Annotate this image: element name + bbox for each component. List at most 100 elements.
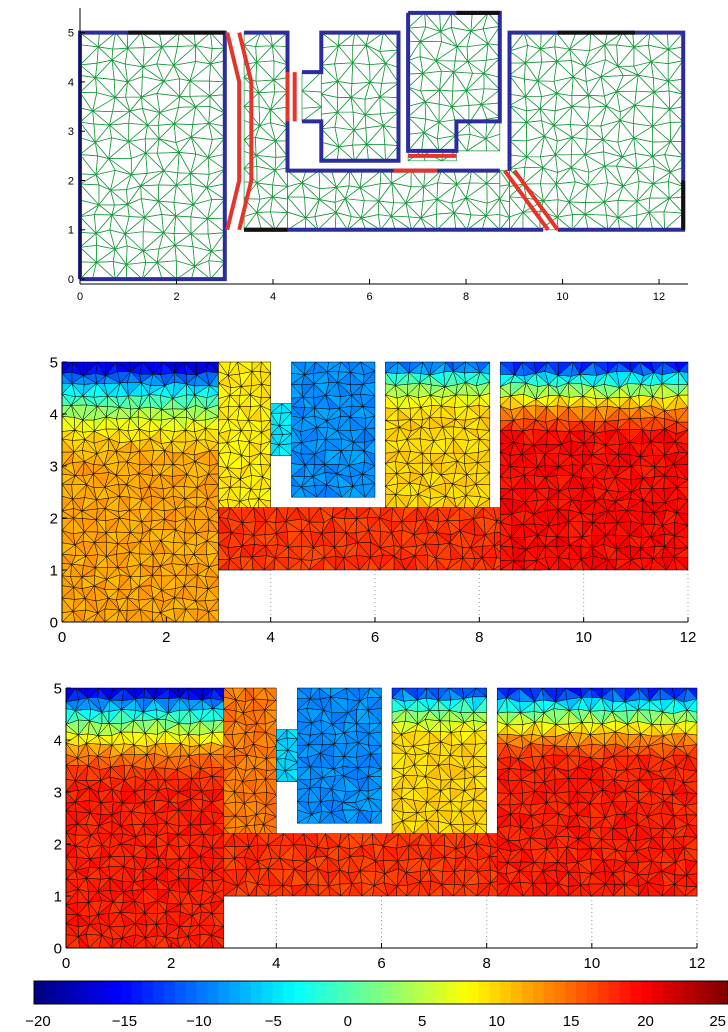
mesh-triangle [176, 172, 191, 186]
mesh-triangle [255, 61, 275, 82]
mesh-triangle [337, 81, 353, 98]
mesh-triangle [326, 361, 342, 372]
mesh-triangle [96, 245, 116, 263]
mesh-triangle [553, 106, 573, 126]
mesh-triangle [96, 261, 116, 280]
mesh-triangle [318, 199, 337, 213]
mesh-triangle [555, 167, 576, 185]
mesh-triangle [207, 217, 226, 233]
mesh-triangle [158, 32, 180, 48]
temperature-region [291, 361, 376, 498]
mesh-triangle [207, 232, 226, 252]
mesh-triangle [537, 61, 558, 82]
mesh-triangle [675, 361, 689, 372]
mesh-triangle [378, 182, 394, 204]
mesh-triangle [156, 93, 181, 113]
mesh-triangle [617, 137, 635, 158]
mesh-triangle [189, 61, 211, 82]
mesh-triangle [156, 260, 178, 280]
mesh-triangle [652, 77, 669, 93]
x-tick-label: 4 [266, 629, 274, 646]
mesh-triangle [79, 110, 95, 125]
mesh-triangle [256, 211, 276, 231]
mesh-triangle [588, 95, 607, 107]
mesh-triangle [369, 62, 386, 83]
mesh-triangle [482, 26, 501, 45]
mesh-triangle [633, 125, 654, 143]
mesh-triangle [352, 144, 368, 162]
y-tick-label: 3 [68, 126, 74, 138]
mesh-triangle [334, 187, 346, 203]
y-tick-label: 3 [50, 458, 58, 475]
y-tick-label: 0 [50, 614, 58, 631]
mesh-triangle [420, 213, 438, 231]
mesh-triangle [256, 166, 276, 184]
mesh-triangle [405, 186, 425, 204]
mesh-triangle [352, 44, 367, 64]
mesh-triangle [571, 95, 590, 108]
mesh-triangle [534, 361, 548, 374]
mesh-triangle [320, 141, 340, 162]
mesh-triangle [616, 90, 637, 106]
mesh-triangle [571, 213, 586, 231]
mesh-triangle [525, 61, 543, 82]
mesh-triangle [419, 41, 442, 62]
mesh-triangle [334, 45, 354, 65]
mesh-triangle [126, 32, 142, 49]
x-tick-label: 8 [475, 629, 483, 646]
mesh-triangle [377, 214, 392, 231]
mesh-triangle [553, 124, 573, 138]
mesh-triangle [570, 154, 586, 168]
mesh-triangle [616, 44, 635, 67]
mesh-triangle [95, 77, 116, 98]
mesh-triangle [301, 106, 322, 122]
x-tick-label: 12 [653, 291, 665, 303]
mesh-triangle [79, 261, 97, 280]
mesh-triangle [352, 111, 366, 131]
y-tick-label: 0 [68, 274, 74, 286]
mesh-triangle [485, 43, 501, 61]
mesh-triangle [173, 106, 196, 125]
mesh-triangle [227, 361, 238, 376]
mesh-triangle [79, 183, 100, 206]
mesh-triangle [616, 74, 639, 92]
mesh-triangle [465, 88, 485, 105]
mesh-triangle [584, 201, 605, 215]
mesh-triangle [161, 46, 178, 66]
mesh-triangle [423, 121, 440, 140]
mesh-triangle [365, 125, 384, 145]
mesh-triangle [526, 156, 544, 169]
mesh-triangle [668, 196, 684, 214]
mesh-triangle [465, 182, 488, 204]
mesh-triangle [111, 47, 128, 61]
mesh-triangle [270, 91, 288, 110]
mesh-triangle [423, 132, 440, 152]
mesh-triangle [379, 96, 399, 113]
mesh-triangle [157, 123, 175, 140]
mesh-triangle [499, 184, 510, 201]
mesh-triangle [318, 187, 337, 203]
mesh-triangle [587, 165, 605, 186]
mesh-triangle [335, 212, 352, 231]
mesh-triangle [163, 232, 176, 246]
mesh-triangle [579, 361, 594, 375]
mesh-triangle [79, 44, 99, 66]
mesh-triangle [569, 124, 588, 138]
mesh-triangle [667, 60, 684, 82]
mesh-triangle [179, 78, 191, 97]
mesh-triangle [206, 183, 226, 200]
x-tick-label: 10 [575, 629, 592, 646]
mesh-triangle [420, 198, 438, 219]
mesh-triangle [251, 361, 262, 372]
mesh-triangle [301, 90, 322, 108]
mesh-triangle [390, 202, 407, 217]
mesh-triangle [208, 106, 226, 124]
mesh-triangle [435, 41, 458, 62]
mesh-triangle [436, 182, 458, 200]
temperature-region [499, 361, 689, 571]
mesh-triangle [439, 12, 452, 32]
mesh-triangle [540, 183, 557, 202]
mesh-triangle [663, 211, 684, 231]
wall [507, 30, 686, 232]
